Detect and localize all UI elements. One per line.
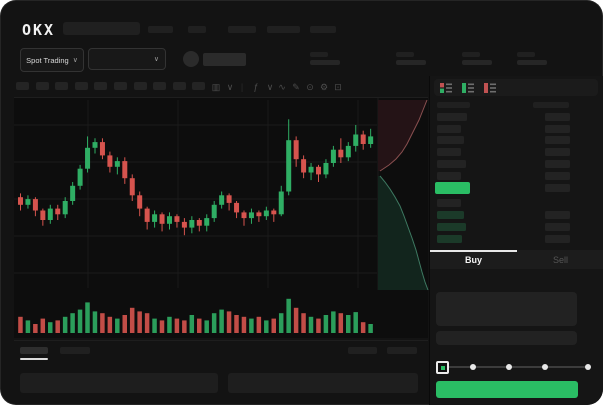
amount-slider[interactable]	[436, 361, 591, 374]
nav-item-5[interactable]	[310, 26, 336, 33]
bottom-tab-active[interactable]	[20, 347, 48, 354]
tab-sell[interactable]: Sell	[517, 250, 603, 269]
orderbook-view-toggles	[434, 79, 598, 96]
trade-tabbar: Buy Sell	[430, 250, 603, 269]
indicators-icon[interactable]: ƒ	[253, 82, 259, 92]
bid-amount-1[interactable]	[545, 211, 570, 219]
timeframe-button-3[interactable]	[55, 82, 69, 90]
ask-amount-2[interactable]	[545, 124, 570, 133]
chevron-down-icon[interactable]: ∨	[266, 82, 274, 92]
nav-item-1[interactable]	[148, 26, 173, 33]
slider-stop-4[interactable]	[585, 364, 591, 370]
bottom-tab-underline	[20, 358, 48, 360]
stat-value-4	[517, 60, 547, 65]
pair-name-placeholder[interactable]	[203, 53, 246, 66]
stat-label-4	[517, 52, 535, 57]
tab-sell-label: Sell	[552, 254, 568, 265]
slider-stop-3[interactable]	[542, 364, 548, 370]
bottom-panel-1[interactable]	[20, 373, 218, 393]
chevron-down-icon: ∨	[153, 55, 159, 63]
nav-item-2[interactable]	[188, 26, 206, 33]
bottom-panel-2[interactable]	[228, 373, 418, 393]
line-tool-icon[interactable]: ∿	[278, 82, 286, 92]
fullscreen-icon[interactable]: ⊡	[334, 82, 342, 92]
timeframe-button-10[interactable]	[192, 82, 206, 90]
search-input[interactable]	[63, 22, 140, 35]
book-bids-icon[interactable]	[461, 82, 475, 94]
book-amount-header	[533, 102, 569, 108]
buy-submit-button[interactable]	[436, 381, 578, 398]
slider-handle[interactable]	[436, 361, 449, 374]
timeframe-button-6[interactable]	[114, 82, 127, 90]
market-type-selector[interactable]: Spot Trading ∨	[20, 48, 84, 72]
book-asks-icon[interactable]	[483, 82, 497, 94]
divider: |	[240, 82, 244, 92]
ask-amount-5[interactable]	[545, 159, 570, 168]
camera-icon[interactable]: ⊙	[306, 82, 314, 92]
pair-selector-dropdown[interactable]: ∨	[88, 48, 166, 70]
chevron-down-icon: ∨	[72, 56, 78, 64]
nav-item-4[interactable]	[267, 26, 300, 33]
stat-value-1	[310, 60, 340, 65]
bid-price-3[interactable]	[437, 235, 462, 243]
active-tab-indicator	[430, 250, 517, 252]
order-book-trade-panel: Buy Sell	[429, 76, 603, 405]
stat-label-2	[396, 52, 414, 57]
book-price-header	[437, 102, 470, 108]
slider-stop-1[interactable]	[470, 364, 476, 370]
last-price-amount[interactable]	[545, 184, 570, 192]
timeframe-button-7[interactable]	[133, 82, 147, 90]
ask-price-4[interactable]	[437, 148, 461, 157]
book-both-icon[interactable]	[439, 82, 453, 94]
bid-price-1[interactable]	[437, 211, 464, 219]
bottom-tab-2[interactable]	[60, 347, 90, 354]
tab-buy[interactable]: Buy	[430, 250, 517, 269]
ask-price-5[interactable]	[437, 159, 466, 168]
ask-price-1[interactable]	[437, 113, 467, 121]
timeframe-button-5[interactable]	[94, 82, 108, 90]
timeframe-button-8[interactable]	[153, 82, 167, 90]
timeframe-button-1[interactable]	[16, 82, 29, 90]
mid-row[interactable]	[437, 199, 461, 207]
stat-value-2	[396, 60, 426, 65]
ask-amount-6[interactable]	[545, 171, 570, 180]
ask-amount-3[interactable]	[545, 136, 570, 145]
ask-price-2[interactable]	[437, 124, 461, 133]
ask-amount-1[interactable]	[545, 113, 570, 121]
okx-logo[interactable]: OKX	[22, 21, 56, 39]
bid-price-2[interactable]	[437, 223, 466, 231]
price-input[interactable]	[436, 292, 577, 326]
bottom-action-2[interactable]	[387, 347, 417, 354]
pair-avatar[interactable]	[183, 51, 199, 67]
last-price-highlight[interactable]	[435, 182, 470, 194]
stat-label-3	[462, 52, 480, 57]
bid-amount-2[interactable]	[545, 223, 570, 231]
ask-price-6[interactable]	[437, 171, 461, 180]
timeframe-button-2[interactable]	[35, 82, 49, 90]
nav-item-3[interactable]	[228, 26, 256, 33]
bid-amount-3[interactable]	[545, 235, 570, 243]
market-type-label: Spot Trading	[26, 55, 69, 65]
draw-icon[interactable]: ✎	[292, 82, 300, 92]
bottom-action-1[interactable]	[348, 347, 377, 354]
timeframe-button-4[interactable]	[74, 82, 88, 90]
ask-price-3[interactable]	[437, 136, 464, 145]
stat-label-1	[310, 52, 328, 57]
settings-icon[interactable]: ⚙	[319, 82, 329, 92]
ask-amount-4[interactable]	[545, 148, 570, 157]
amount-input[interactable]	[436, 331, 577, 345]
chevron-down-icon[interactable]: ∨	[226, 82, 234, 92]
interval-icon[interactable]: ▥	[211, 82, 221, 92]
timeframe-button-9[interactable]	[172, 82, 186, 90]
slider-stop-2[interactable]	[506, 364, 512, 370]
stat-value-3	[462, 60, 492, 65]
tab-buy-label: Buy	[464, 254, 482, 265]
